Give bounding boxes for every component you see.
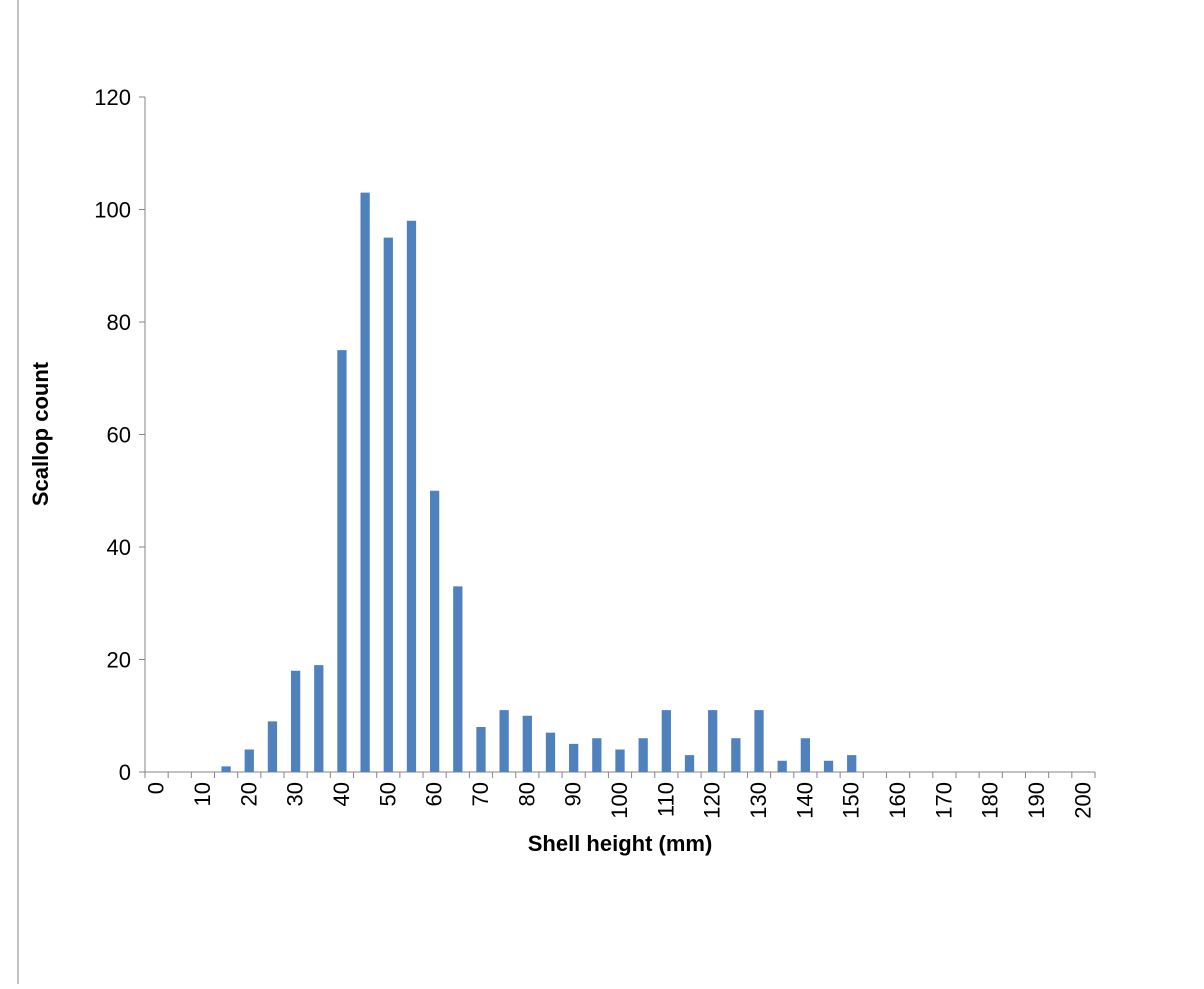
x-tick-label: 150: [839, 782, 864, 819]
x-tick-label: 0: [144, 782, 169, 794]
bar: [522, 715, 532, 772]
x-tick-label: 120: [700, 782, 725, 819]
bar: [754, 710, 764, 772]
bar: [592, 738, 602, 772]
bar: [684, 755, 695, 772]
bar: [731, 738, 741, 772]
bar: [453, 586, 463, 772]
x-tick-label: 200: [1070, 782, 1095, 819]
x-tick-label: 40: [329, 782, 354, 806]
x-tick-label: 80: [514, 782, 539, 806]
bar: [244, 749, 254, 772]
y-tick-label: 60: [107, 423, 131, 448]
x-tick-label: 70: [468, 782, 493, 806]
bar: [569, 743, 579, 772]
bar: [290, 670, 301, 772]
bar: [800, 738, 810, 772]
x-tick-label: 130: [746, 782, 771, 819]
y-tick-label: 80: [107, 310, 131, 335]
bar: [499, 710, 509, 772]
bar: [221, 766, 231, 772]
y-tick-label: 0: [119, 760, 131, 785]
x-tick-label: 140: [792, 782, 817, 819]
x-tick-label: 170: [931, 782, 956, 819]
bar: [708, 710, 718, 772]
bar: [638, 738, 648, 772]
y-tick-label: 20: [107, 648, 131, 673]
bar: [430, 490, 440, 772]
bar: [476, 727, 486, 772]
y-tick-label: 120: [94, 85, 131, 110]
bar: [337, 350, 347, 772]
bar: [847, 755, 857, 772]
x-tick-label: 190: [1024, 782, 1049, 819]
bar: [267, 721, 278, 772]
bar: [360, 192, 370, 772]
x-tick-label: 10: [190, 782, 215, 806]
bar: [661, 710, 671, 772]
x-tick-label: 100: [607, 782, 632, 819]
x-tick-label: 180: [978, 782, 1003, 819]
y-tick-label: 100: [94, 198, 131, 223]
x-axis-label: Shell height (mm): [528, 831, 713, 856]
x-tick-label: 110: [653, 782, 678, 817]
x-tick-label: 50: [375, 782, 400, 806]
bar: [823, 760, 834, 772]
x-tick-label: 30: [283, 782, 308, 806]
x-tick-label: 20: [236, 782, 261, 806]
y-axis-label: Scallop count: [28, 361, 53, 506]
x-tick-label: 90: [561, 782, 586, 806]
bar: [383, 237, 393, 772]
bar: [314, 665, 324, 772]
y-tick-label: 40: [107, 535, 131, 560]
bar: [406, 220, 417, 772]
x-tick-label: 160: [885, 782, 910, 819]
bar: [777, 760, 787, 772]
bar: [615, 749, 625, 772]
x-tick-label: 60: [422, 782, 447, 806]
bar: [545, 732, 556, 772]
